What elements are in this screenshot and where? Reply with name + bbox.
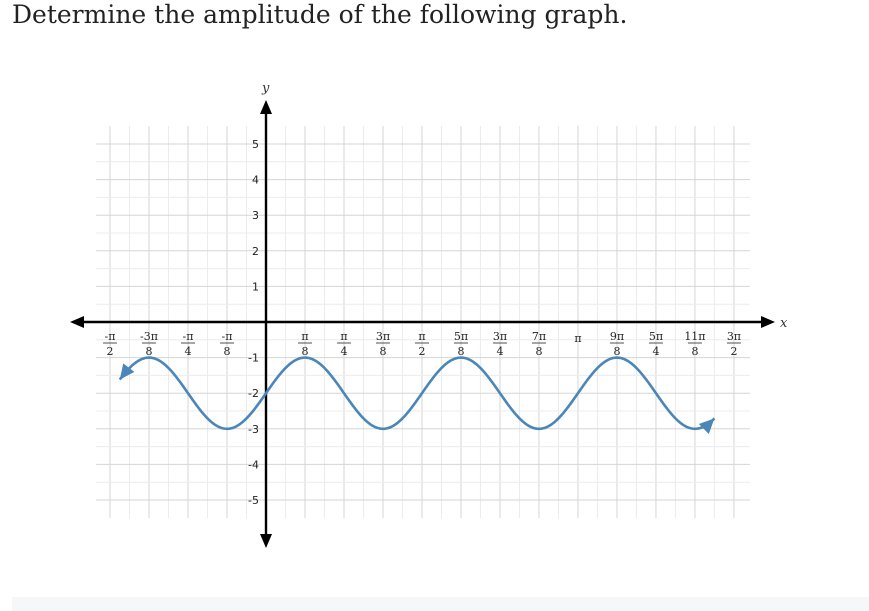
x-tick-denominator: 8 <box>146 345 153 358</box>
sine-curve <box>118 356 716 431</box>
y-tick-label: 1 <box>252 280 259 293</box>
x-tick-denominator: 8 <box>379 345 386 358</box>
question-text: Determine the amplitude of the following… <box>12 0 628 29</box>
x-tick-numerator: -3π <box>140 330 158 343</box>
x-tick-numerator: 11π <box>684 330 705 343</box>
x-tick-denominator: 8 <box>301 345 308 358</box>
x-axis-left-arrow <box>70 316 84 328</box>
x-tick-denominator: 4 <box>496 345 503 358</box>
y-tick-label: -2 <box>248 387 259 400</box>
x-tick-denominator: 8 <box>535 345 542 358</box>
curve-layer <box>118 356 716 434</box>
x-tick-denominator: 8 <box>457 345 464 358</box>
y-tick-label: 2 <box>252 245 259 258</box>
x-tick-denominator: 8 <box>613 345 620 358</box>
curve-right-arrow <box>698 418 715 434</box>
x-tick-denominator: 2 <box>107 345 114 358</box>
y-tick-label: -5 <box>248 494 259 507</box>
y-tick-label: -3 <box>248 423 259 436</box>
curve-left-arrow <box>119 363 135 380</box>
x-tick-numerator: -π <box>105 330 116 343</box>
x-tick-numerator: π <box>340 330 347 343</box>
answer-area <box>12 597 869 611</box>
x-tick-numerator: π <box>418 330 425 343</box>
y-axis-label: y <box>261 81 270 96</box>
x-tick-denominator: 8 <box>224 345 231 358</box>
x-tick-numerator: π <box>301 330 308 343</box>
x-tick-denominator: 4 <box>652 345 659 358</box>
x-tick-numerator: 5π <box>454 330 468 343</box>
x-tick-numerator: 7π <box>532 330 546 343</box>
y-axis-top-arrow <box>260 100 272 114</box>
x-axis-right-arrow <box>761 316 775 328</box>
x-tick-denominator: 2 <box>418 345 425 358</box>
x-tick-numerator: -π <box>222 330 233 343</box>
x-tick-numerator: -π <box>183 330 194 343</box>
x-tick-numerator: 9π <box>610 330 624 343</box>
x-tick-denominator: 4 <box>185 345 192 358</box>
y-tick-label: -4 <box>248 458 259 471</box>
x-axis-label: x <box>780 316 788 331</box>
y-tick-label: 5 <box>252 138 259 151</box>
x-tick-label: π <box>574 332 581 345</box>
y-tick-label: -1 <box>248 352 259 365</box>
tick-labels: 5 4 3 2 1 -1 -2 -3 -4 -5 -π 2 -3π 8 -π 4 -π 8 π 8 π 4 3π 8 π 2 5π 8… <box>103 138 741 507</box>
x-tick-denominator: 8 <box>691 345 698 358</box>
x-tick-denominator: 4 <box>340 345 347 358</box>
x-tick-numerator: 3π <box>493 330 507 343</box>
x-tick-denominator: 2 <box>730 345 737 358</box>
y-tick-label: 3 <box>252 209 259 222</box>
sine-graph: 5 4 3 2 1 -1 -2 -3 -4 -5 -π 2 -3π 8 -π 4 -π 8 π 8 π 4 3π 8 π 2 5π 8… <box>70 81 788 548</box>
y-axis-bottom-arrow <box>260 534 272 548</box>
x-tick-numerator: 3π <box>727 330 741 343</box>
x-tick-numerator: 3π <box>376 330 390 343</box>
y-tick-label: 4 <box>252 174 259 187</box>
axes <box>70 100 775 548</box>
x-tick-numerator: 5π <box>649 330 663 343</box>
